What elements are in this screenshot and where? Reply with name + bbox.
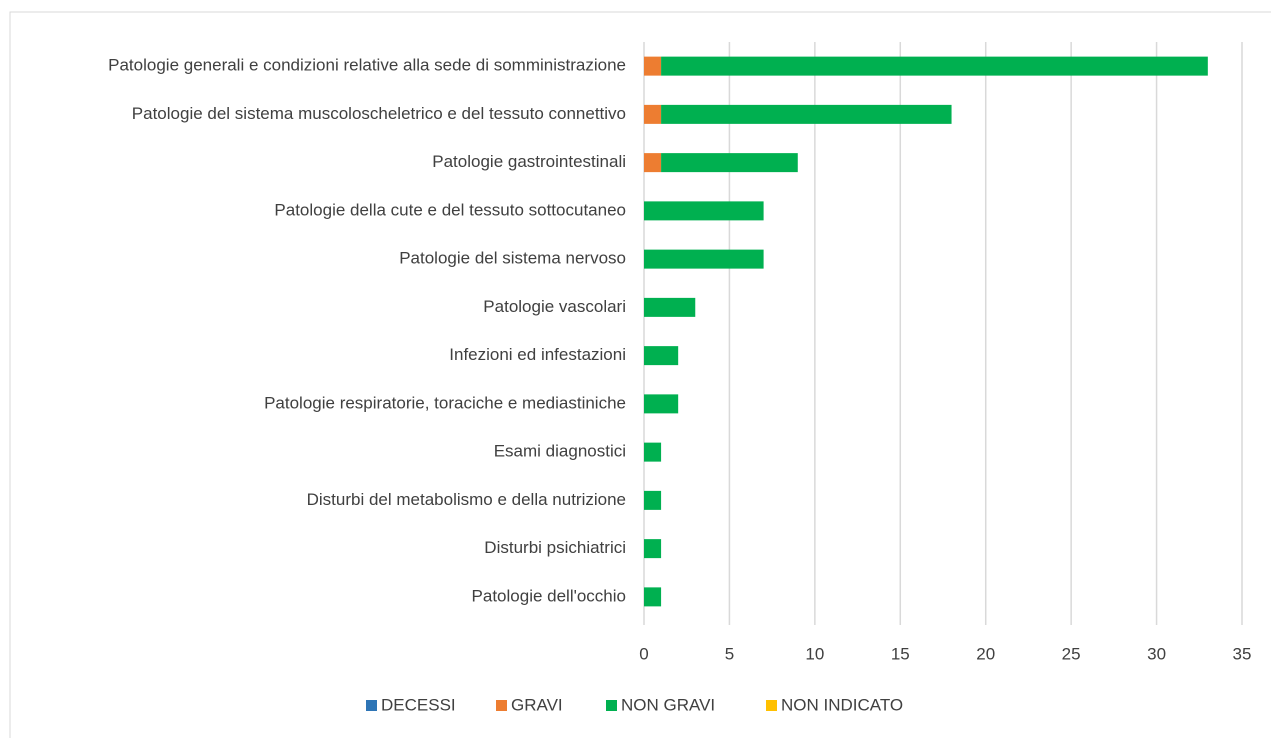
y-tick-label: Patologie gastrointestinali <box>432 152 626 171</box>
legend-swatch <box>606 700 617 711</box>
bar-segment <box>644 394 679 414</box>
legend-label: GRAVI <box>511 695 563 714</box>
legend-label: NON GRAVI <box>621 695 715 714</box>
x-tick-label: 20 <box>976 644 995 663</box>
bar-segment <box>661 56 1208 76</box>
x-tick-label: 5 <box>725 644 734 663</box>
legend-label: NON INDICATO <box>781 695 903 714</box>
x-tick-label: 0 <box>639 644 648 663</box>
y-tick-label: Patologie dell'occhio <box>472 586 626 605</box>
bar-segment <box>644 56 662 76</box>
bar-segment <box>644 104 662 124</box>
legend-swatch <box>766 700 777 711</box>
x-tick-label: 35 <box>1233 644 1252 663</box>
x-tick-label: 10 <box>805 644 824 663</box>
y-tick-label: Patologie del sistema muscoloscheletrico… <box>132 104 626 123</box>
y-tick-label: Patologie del sistema nervoso <box>399 249 626 268</box>
bar-segment <box>644 346 679 366</box>
bar-segment <box>644 249 764 269</box>
bar-segment <box>644 201 764 221</box>
y-tick-label: Patologie vascolari <box>483 297 626 316</box>
y-tick-label: Disturbi psichiatrici <box>484 538 626 557</box>
y-tick-label: Infezioni ed infestazioni <box>449 345 626 364</box>
chart-frame <box>9 11 1271 738</box>
bar-segment <box>661 104 952 124</box>
y-tick-label: Patologie della cute e del tessuto sotto… <box>274 200 626 219</box>
legend-swatch <box>366 700 377 711</box>
y-tick-label: Disturbi del metabolismo e della nutrizi… <box>307 490 626 509</box>
legend-label: DECESSI <box>381 695 456 714</box>
bar-segment <box>644 490 662 510</box>
bar-segment <box>661 153 798 173</box>
bar-segment <box>644 539 662 559</box>
bar-segment <box>644 587 662 607</box>
y-tick-label: Esami diagnostici <box>494 442 626 461</box>
y-tick-label: Patologie generali e condizioni relative… <box>108 56 626 75</box>
x-tick-label: 25 <box>1062 644 1081 663</box>
bar-segment <box>644 153 662 173</box>
legend-swatch <box>496 700 507 711</box>
bar-segment <box>644 442 662 462</box>
bar-segment <box>644 297 696 317</box>
x-tick-label: 30 <box>1147 644 1166 663</box>
y-tick-label: Patologie respiratorie, toraciche e medi… <box>264 393 626 412</box>
x-tick-label: 15 <box>891 644 910 663</box>
